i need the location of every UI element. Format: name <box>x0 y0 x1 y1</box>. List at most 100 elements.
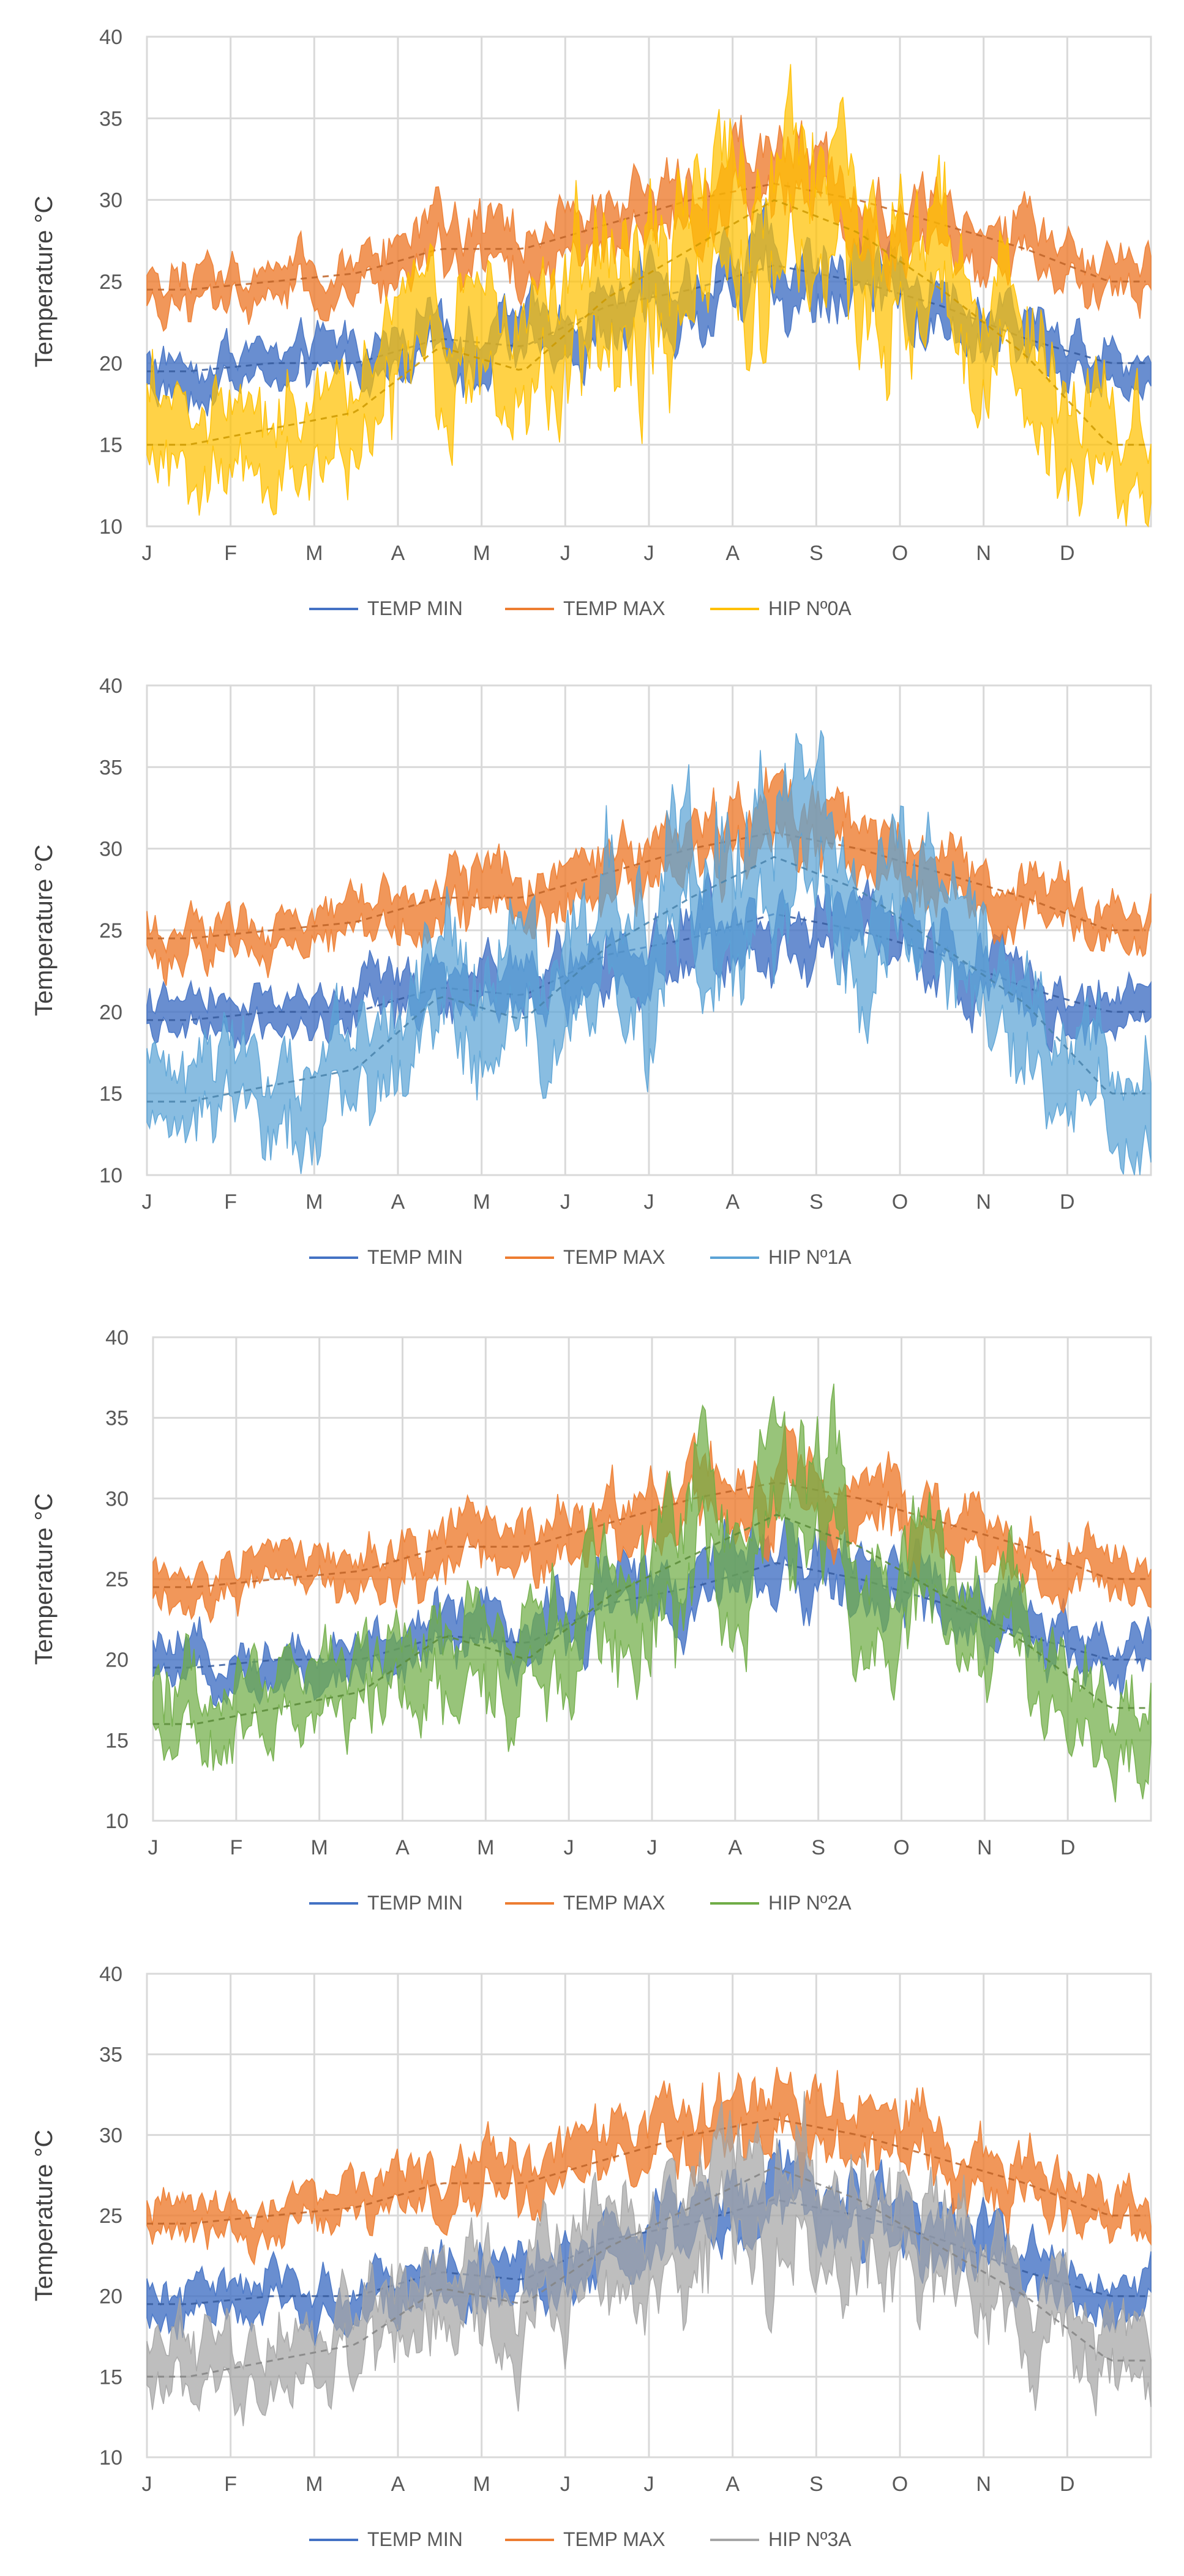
y-tick-label: 35 <box>99 107 122 130</box>
x-tick-label: J <box>644 1190 654 1214</box>
series-band <box>146 2091 1152 2427</box>
y-tick-label: 15 <box>99 434 122 457</box>
chart-hip-3a: 10 15 20 25 30 35 40 J F M A M J J A S O N D Temperature °C… <box>31 1963 1152 2550</box>
x-tick-label: M <box>305 2473 323 2496</box>
x-tick-label: S <box>811 1836 825 1859</box>
x-tick-label: S <box>809 1190 823 1214</box>
x-tick-label: J <box>142 2473 152 2496</box>
x-tick-label: F <box>230 1836 242 1859</box>
y-tick-label: 40 <box>99 1963 122 1986</box>
x-tick-label: A <box>391 1190 405 1214</box>
x-tick-label: A <box>391 542 405 565</box>
chart-panel-hip-1a: 10 15 20 25 30 35 40 J F M A M J J A S O N D Temperature °C… <box>0 649 1184 1291</box>
y-tick-label: 20 <box>99 2285 122 2309</box>
legend-label: HIP Nº1A <box>768 1246 852 1268</box>
y-tick-label: 30 <box>99 2124 122 2147</box>
y-tick-label: 35 <box>99 2044 122 2067</box>
y-tick-label: 35 <box>99 756 122 779</box>
y-tick-label: 20 <box>99 1001 122 1024</box>
x-tick-label: S <box>809 542 823 565</box>
x-tick-label: F <box>224 542 237 565</box>
x-tick-label: N <box>976 1190 991 1214</box>
x-tick-label: J <box>644 542 654 565</box>
x-tick-label: A <box>391 2473 405 2496</box>
x-tick-label: D <box>1060 542 1075 565</box>
series-band <box>146 730 1152 1176</box>
y-tick-label: 15 <box>99 2365 122 2389</box>
legend-label: TEMP MAX <box>563 597 665 619</box>
y-tick-label: 25 <box>105 1568 129 1591</box>
y-tick-label: 15 <box>105 1729 129 1752</box>
x-tick-label: J <box>560 542 571 565</box>
y-tick-label: 25 <box>99 919 122 943</box>
y-tick-label: 20 <box>105 1649 129 1672</box>
x-tick-label: A <box>725 542 740 565</box>
x-tick-label: J <box>560 1190 571 1214</box>
legend-label: TEMP MAX <box>563 1892 665 1914</box>
x-tick-label: O <box>893 1836 909 1859</box>
series-mean-line <box>153 1514 1146 1725</box>
chart-hip-2a: 10 15 20 25 30 35 40 J F M A M J J A S O N D Temperature °C… <box>31 1326 1152 1914</box>
series-mean-line <box>153 1481 1146 1588</box>
series-band <box>152 1383 1152 1802</box>
x-tick-label: A <box>725 1190 740 1214</box>
y-tick-label: 30 <box>99 189 122 212</box>
y-tick-label: 10 <box>105 1810 129 1833</box>
x-tick-label: N <box>976 542 991 565</box>
y-axis-title: Temperature °C <box>31 196 58 368</box>
x-tick-label: M <box>473 542 490 565</box>
y-tick-label: 30 <box>105 1487 129 1510</box>
legend-label: HIP Nº3A <box>768 2528 852 2550</box>
y-tick-label: 35 <box>105 1407 129 1430</box>
y-tick-label: 25 <box>99 2205 122 2228</box>
x-tick-label: O <box>892 1190 908 1214</box>
x-tick-label: S <box>809 2473 823 2496</box>
series-mean-line <box>147 2118 1145 2225</box>
y-tick-label: 15 <box>99 1083 122 1106</box>
x-tick-label: J <box>148 1836 159 1859</box>
legend-label: TEMP MIN <box>367 597 463 619</box>
series-mean-line <box>147 856 1145 1103</box>
x-tick-label: D <box>1060 2473 1075 2496</box>
y-axis-title: Temperature °C <box>31 1493 58 1665</box>
x-tick-label: J <box>142 1190 152 1214</box>
chart-hip-1a: 10 15 20 25 30 35 40 J F M A M J J A S O N D Temperature °C… <box>31 674 1152 1268</box>
series-mean-line <box>147 913 1145 1021</box>
chart-hip-0a: 10 15 20 25 30 35 40 J F M A M J J A S O N D Temperature °C… <box>31 26 1152 619</box>
x-tick-label: O <box>892 542 908 565</box>
series-band <box>146 767 1152 986</box>
x-tick-label: M <box>477 1836 494 1859</box>
y-axis-title: Temperature °C <box>31 845 58 1017</box>
y-tick-label: 40 <box>99 674 122 698</box>
legend-label: HIP Nº0A <box>768 597 852 619</box>
x-tick-label: M <box>305 1190 323 1214</box>
x-tick-label: M <box>305 542 323 565</box>
x-tick-label: J <box>644 2473 654 2496</box>
x-tick-label: N <box>977 1836 992 1859</box>
series-mean-line <box>147 2198 1145 2305</box>
legend-label: TEMP MIN <box>367 1246 463 1268</box>
y-tick-label: 40 <box>99 26 122 49</box>
series-mean-line <box>147 264 1145 373</box>
y-axis-title: Temperature °C <box>31 2130 58 2302</box>
x-tick-label: J <box>560 2473 571 2496</box>
y-tick-label: 40 <box>105 1326 129 1350</box>
x-tick-label: D <box>1060 1190 1075 1214</box>
x-tick-label: A <box>395 1836 410 1859</box>
series-mean-line <box>147 2166 1145 2378</box>
x-tick-label: J <box>564 1836 574 1859</box>
x-tick-label: A <box>728 1836 742 1859</box>
chart-panel-hip-0a: 10 15 20 25 30 35 40 J F M A M J J A S O N D Temperature °C… <box>0 0 1184 649</box>
x-tick-label: F <box>224 2473 237 2496</box>
series-mean-line <box>147 831 1145 939</box>
x-tick-label: F <box>224 1190 237 1214</box>
x-tick-label: N <box>976 2473 991 2496</box>
legend-label: TEMP MAX <box>563 2528 665 2550</box>
y-tick-label: 30 <box>99 838 122 861</box>
y-tick-label: 10 <box>99 1164 122 1187</box>
x-tick-label: O <box>892 2473 908 2496</box>
series-band <box>146 2067 1152 2266</box>
chart-panel-hip-3a: 10 15 20 25 30 35 40 J F M A M J J A S O N D Temperature °C… <box>0 1934 1184 2576</box>
y-tick-label: 25 <box>99 271 122 294</box>
